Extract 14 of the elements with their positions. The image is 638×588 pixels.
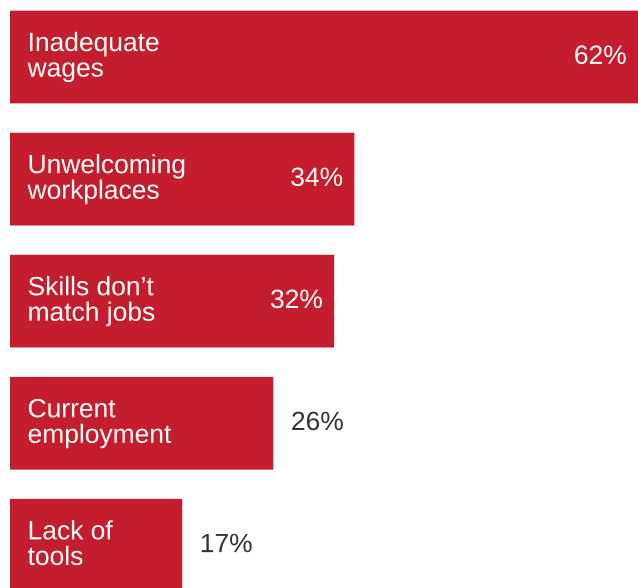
data-label: 26% [292, 412, 343, 430]
bar [10, 10, 638, 104]
y-tick-label: Unwelcoming workplaces [28, 154, 184, 204]
bar [10, 132, 354, 226]
y-tick-label: Current employment [28, 398, 172, 448]
data-label: 62% [575, 45, 626, 64]
data-label: 17% [202, 534, 252, 552]
y-tick-label: Lack of tools [28, 520, 113, 566]
data-label: 32% [271, 290, 322, 308]
data-label: 34% [291, 167, 342, 186]
y-tick-label: Skills don’t match jobs [28, 276, 154, 326]
bar [10, 254, 334, 348]
y-tick-label: Inadequate wages [28, 32, 158, 82]
bar [10, 376, 274, 470]
